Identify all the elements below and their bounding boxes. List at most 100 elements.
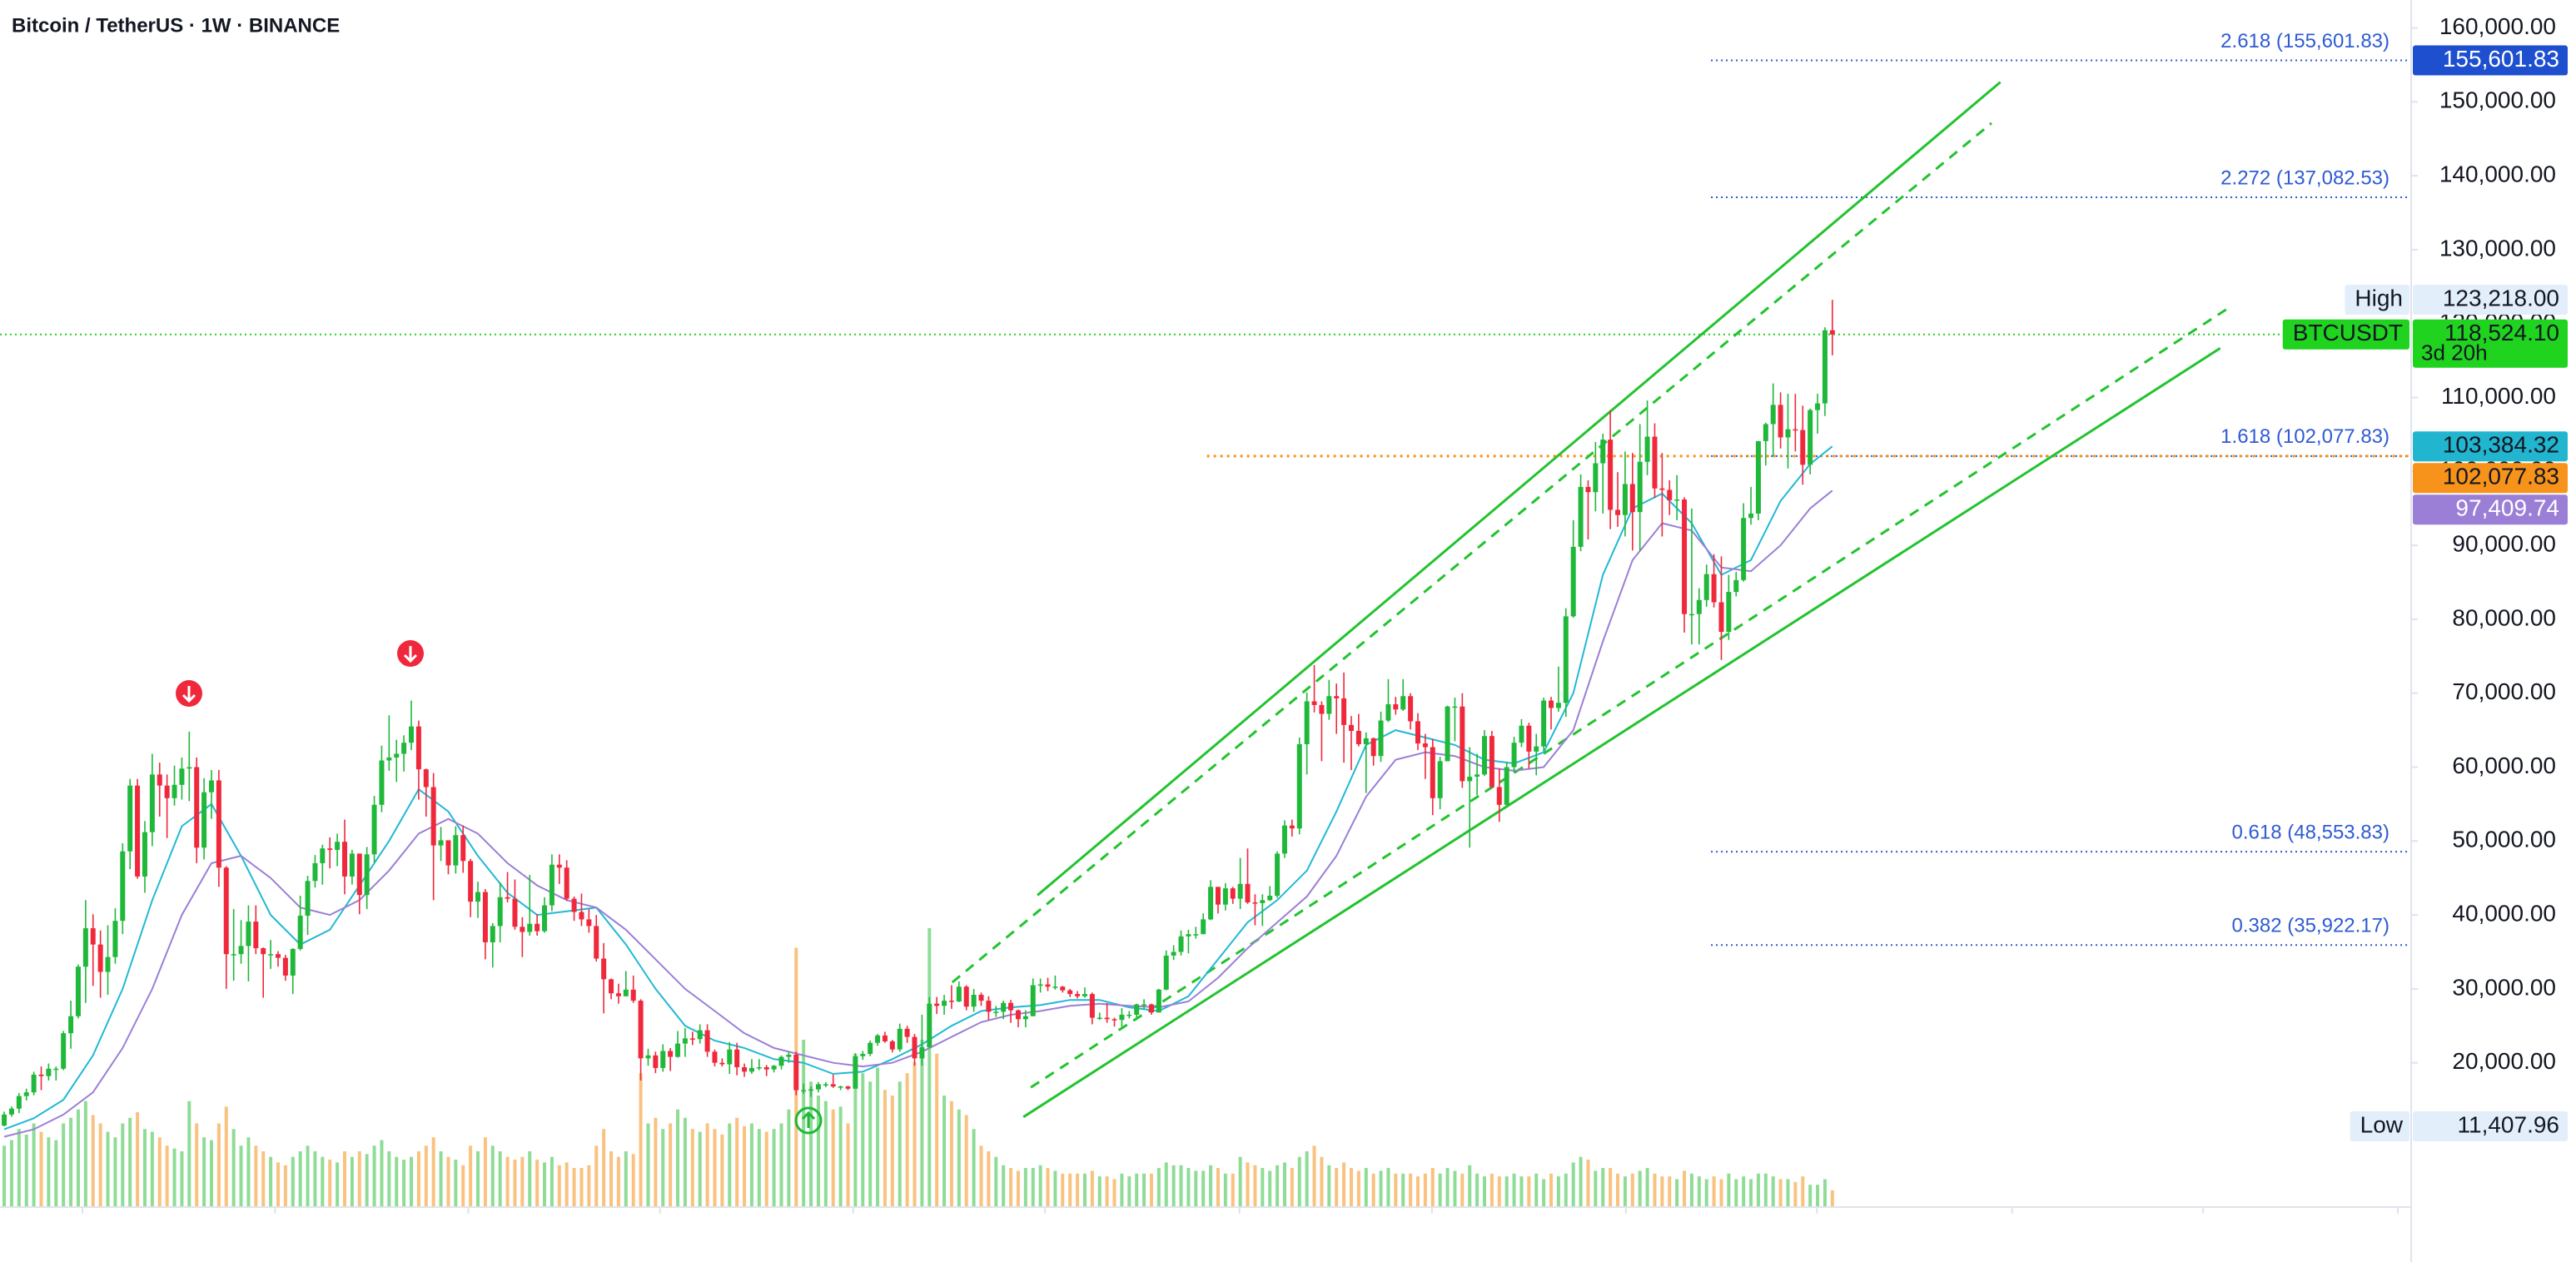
volume-bar <box>1697 1176 1701 1207</box>
volume-bar <box>624 1151 628 1207</box>
candle-body <box>1467 777 1473 782</box>
buy-arrow <box>801 1110 816 1128</box>
candle-body <box>349 853 355 877</box>
candle-body <box>1341 698 1347 725</box>
candle-body <box>1770 405 1776 425</box>
volume-bar <box>564 1162 569 1207</box>
volume-bar <box>1238 1156 1242 1207</box>
candle-body <box>172 784 177 798</box>
volume-bar <box>1771 1176 1775 1207</box>
volume-bar <box>83 1101 87 1207</box>
candle-body <box>1445 706 1450 762</box>
volume-bar <box>1675 1179 1679 1207</box>
price-badge <box>2413 45 2568 76</box>
candle-body <box>379 760 385 805</box>
candle-body <box>1208 887 1214 920</box>
candle-body <box>186 767 192 769</box>
candle-body <box>238 946 244 955</box>
volume-bar <box>98 1123 102 1207</box>
candle-body <box>942 1001 947 1006</box>
candle-body <box>371 804 377 855</box>
volume-bar <box>24 1134 28 1207</box>
volume-bar <box>483 1137 487 1207</box>
candle-body <box>246 922 251 946</box>
candle-body <box>615 993 621 996</box>
volume-bar <box>1453 1170 1457 1207</box>
volume-bar <box>698 1131 702 1207</box>
candle-body <box>697 1030 703 1040</box>
price-badge-tag-label: Low <box>2360 1111 2404 1137</box>
candle-body <box>948 1001 954 1002</box>
candle-body <box>1037 984 1043 986</box>
candle-body <box>1733 579 1739 593</box>
volume-bar <box>1342 1162 1346 1207</box>
candle-body <box>356 853 362 896</box>
volume-bar <box>17 1129 21 1207</box>
volume-bar <box>1416 1176 1420 1207</box>
volume-bar <box>1668 1176 1672 1207</box>
candle-body <box>971 995 977 1007</box>
volume-bar <box>431 1137 435 1207</box>
candle-body <box>453 835 459 866</box>
volume-bar <box>1527 1176 1531 1207</box>
volume-bar <box>1756 1173 1760 1207</box>
candle-body <box>1629 484 1635 513</box>
volume-bar <box>1171 1165 1176 1207</box>
volume-bar <box>1579 1156 1583 1207</box>
candle-body <box>1778 405 1783 438</box>
volume-bar <box>1276 1165 1280 1207</box>
y-tick-label: 20,000.00 <box>2452 1048 2556 1074</box>
volume-bar <box>1623 1176 1627 1207</box>
candle-body <box>127 785 133 852</box>
volume-bar <box>76 1109 80 1207</box>
candle-body <box>653 1055 659 1068</box>
candle-body <box>1304 701 1310 744</box>
volume-bar <box>1594 1170 1598 1207</box>
candle-body <box>8 1108 14 1115</box>
volume-bar <box>372 1145 376 1207</box>
volume-bar <box>476 1151 480 1207</box>
volume-bar <box>1179 1165 1183 1207</box>
candle-body <box>61 1033 67 1069</box>
candle-body <box>1067 990 1073 995</box>
volume-bar <box>683 1117 687 1207</box>
candle-body <box>1097 1017 1102 1020</box>
volume-bar <box>535 1160 540 1207</box>
candle-body <box>623 989 629 996</box>
volume-bar <box>1830 1190 1834 1207</box>
volume-bar <box>1261 1168 1265 1207</box>
candle-body <box>853 1056 858 1089</box>
volume-bar <box>1371 1173 1375 1207</box>
candle-body <box>105 956 111 972</box>
volume-bar <box>1379 1170 1383 1207</box>
volume-bar <box>1719 1179 1723 1207</box>
candle-body <box>1741 518 1747 580</box>
candle-body <box>268 954 274 956</box>
price-badge <box>2413 463 2568 494</box>
y-tick-label: 130,000.00 <box>2439 235 2556 261</box>
volume-bar <box>1016 1170 1020 1207</box>
candle-body <box>1075 994 1081 996</box>
candle-body <box>912 1036 918 1059</box>
volume-bar <box>1142 1173 1146 1207</box>
volume-bar <box>416 1151 420 1207</box>
volume-bar <box>1460 1173 1465 1207</box>
candle-body <box>179 768 185 785</box>
candle-body <box>1237 883 1243 899</box>
trendline <box>1030 306 2231 1089</box>
volume-bar <box>276 1162 280 1207</box>
fib-label: 2.618 (155,601.83) <box>2220 30 2390 52</box>
candle-body <box>719 1062 725 1065</box>
volume-bar <box>557 1165 561 1207</box>
candle-body <box>742 1067 748 1072</box>
volume-bar <box>823 1101 828 1207</box>
candle-body <box>1829 330 1835 335</box>
candle-body <box>475 892 481 902</box>
volume-bar <box>587 1165 591 1207</box>
volume-bar <box>328 1160 332 1207</box>
volume-bar <box>1786 1179 1790 1207</box>
volume-bar <box>631 1154 635 1207</box>
volume-bar <box>454 1160 458 1207</box>
candle-body <box>1060 986 1066 991</box>
candle-body <box>341 842 347 877</box>
